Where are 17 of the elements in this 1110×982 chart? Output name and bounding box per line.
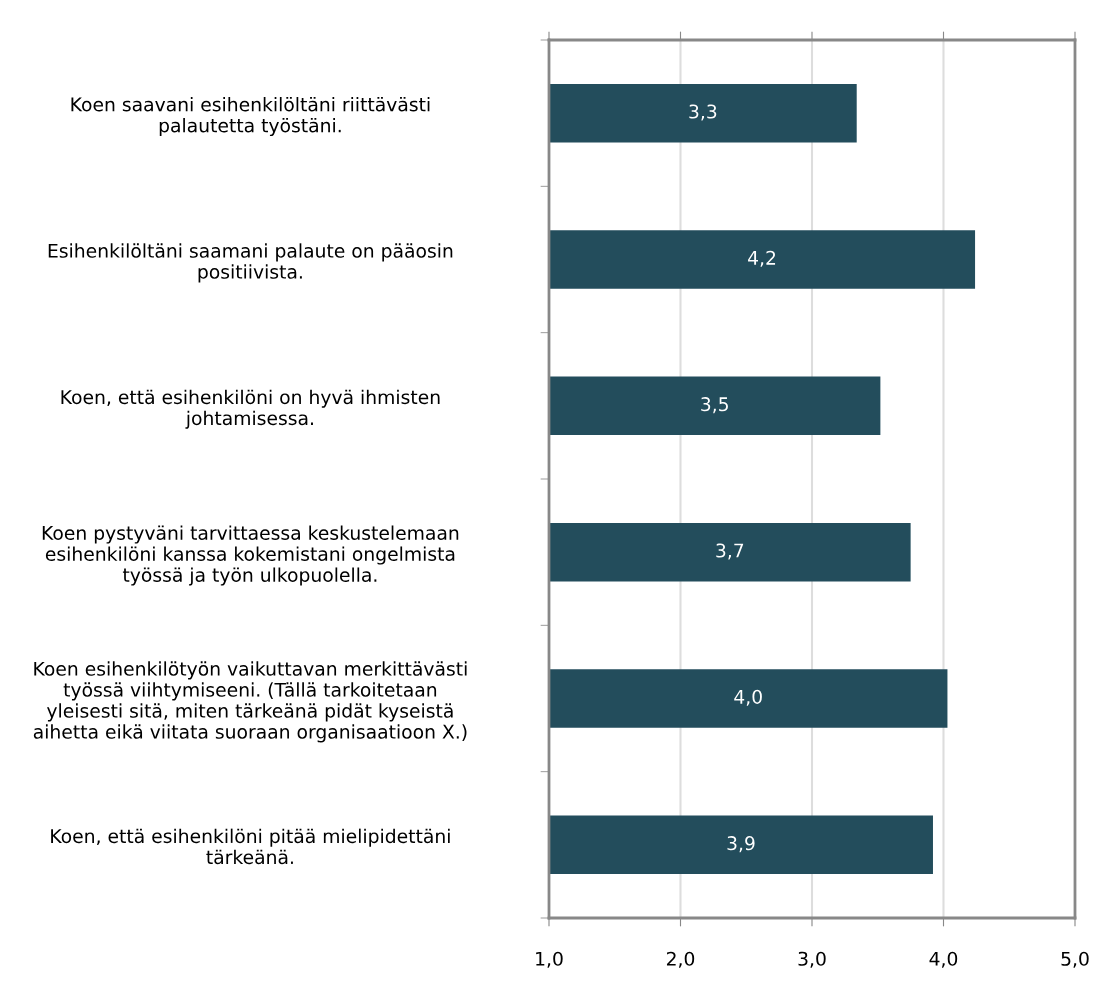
y-tick-label: Koen, että esihenkilöni on hyvä ihmisten johtamisessa. (61, 389, 440, 429)
y-tick-label: Koen saavani esihenkilöltäni riittävästi palautetta työstäni. (71, 96, 430, 137)
x-tick-label: 2,0 (666, 951, 695, 968)
y-tick-label: Koen esihenkilötyön vaikuttavan merkittävästi työssä viihtymiseeni. (Tällä tarkoitetaan yleisesti sitä, miten tärkeänä pidät kyseistä aihetta eikä viitata suoraan organisaatioon X.) (33, 661, 467, 743)
y-tick-label: Koen, että esihenkilöni pitää mielipidettäni tärkeänä. (51, 828, 450, 865)
y-tick-label: Koen pystyväni tarvittaessa keskustelemaan esihenkilöni kanssa kokemistani ongelmista työssä ja työn ulkopuolella. (42, 525, 459, 586)
data-label: 3,5 (701, 397, 728, 414)
x-tick-label: 3,0 (798, 951, 826, 968)
data-label: 3,3 (689, 104, 717, 121)
x-tick-label: 1,0 (536, 951, 563, 968)
y-tick-label: Esihenkilöltäni saamani palaute on pääosin positiivista. (48, 243, 453, 283)
x-tick-label: 5,0 (1061, 951, 1089, 968)
x-tick-label: 4,0 (929, 951, 958, 968)
data-label: 3,7 (716, 543, 744, 560)
data-label: 4,2 (748, 250, 776, 267)
data-label: 3,9 (727, 836, 755, 853)
data-label: 4,0 (734, 689, 762, 706)
